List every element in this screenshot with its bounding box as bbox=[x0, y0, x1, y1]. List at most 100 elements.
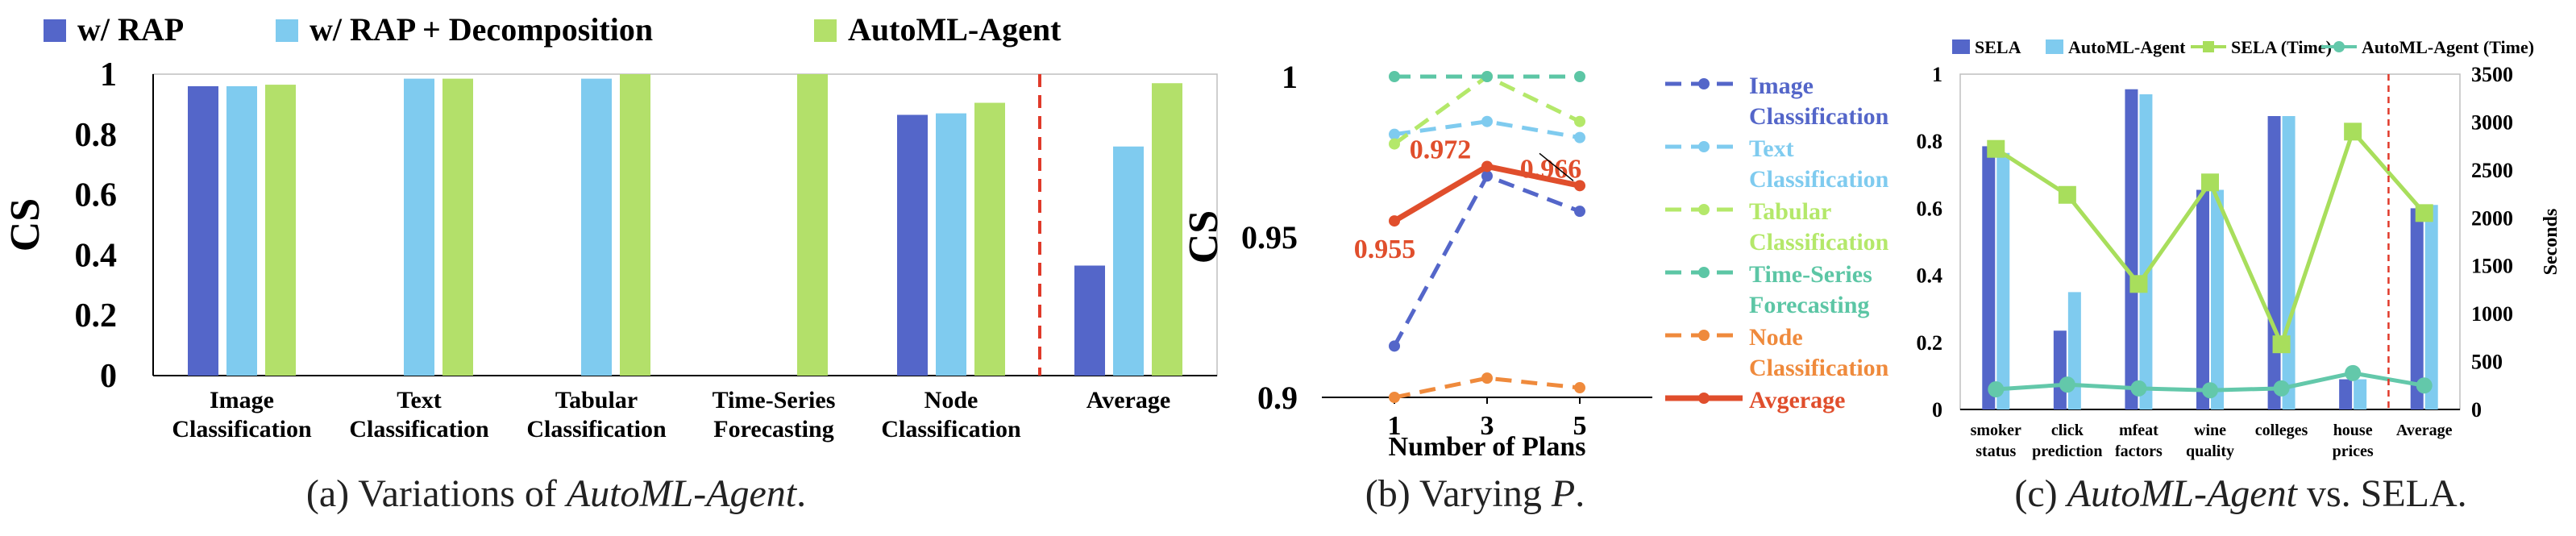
data-point bbox=[1389, 340, 1400, 352]
plot-frame bbox=[152, 73, 1218, 376]
x-tick-label: Text bbox=[397, 387, 442, 413]
x-tick-label: colleges bbox=[2255, 422, 2308, 439]
bar-1 bbox=[188, 85, 218, 376]
y-tick-label: 1 bbox=[1932, 63, 1942, 86]
legend-swatch bbox=[276, 19, 298, 42]
x-tick-label: Classification bbox=[881, 416, 1021, 443]
bar-1 bbox=[2339, 379, 2353, 409]
panel-a: 0 0.2 0.4 0.6 0.8 1 CS Image Classification Text C… bbox=[2, 11, 1218, 443]
x-tick-label: wine bbox=[2194, 422, 2226, 439]
y-tick-label: 0.9 bbox=[1257, 380, 1298, 416]
legend-label: Image bbox=[1749, 73, 1814, 99]
bar-1 bbox=[1074, 265, 1105, 376]
legend-label: AutoML-Agent bbox=[2068, 37, 2186, 57]
data-point bbox=[1574, 115, 1585, 127]
legend-marker bbox=[1698, 330, 1710, 341]
caption-b: (b) Varying P. bbox=[1365, 472, 1585, 515]
bar-2 bbox=[936, 113, 966, 376]
y2-tick-label: 500 bbox=[2471, 351, 2503, 374]
x-tick-label: house bbox=[2333, 422, 2373, 439]
legend-marker bbox=[1698, 141, 1710, 152]
y-tick-label: 0.8 bbox=[1917, 130, 1943, 153]
data-point bbox=[2345, 364, 2362, 381]
data-point bbox=[2129, 275, 2148, 293]
data-point bbox=[1389, 138, 1400, 150]
legend-label: AutoML-Agent (Time) bbox=[2362, 37, 2534, 57]
legend-marker bbox=[1698, 204, 1710, 215]
bar-2 bbox=[226, 85, 257, 376]
y-axis-label: CS bbox=[2, 198, 48, 251]
y-tick-label: 0.2 bbox=[75, 297, 118, 334]
legend-label: SELA bbox=[1975, 37, 2021, 57]
legend-label: Forecasting bbox=[1749, 292, 1869, 318]
data-point bbox=[1988, 381, 2005, 398]
bar-2 bbox=[2354, 379, 2367, 409]
legend-label: Classification bbox=[1749, 355, 1889, 381]
legend-marker bbox=[2203, 41, 2214, 52]
legend-label: Classification bbox=[1749, 103, 1889, 130]
legend-label: Node bbox=[1749, 324, 1803, 351]
data-point bbox=[1481, 372, 1493, 384]
data-point bbox=[1389, 71, 1400, 82]
y-tick-label: 0 bbox=[1932, 398, 1942, 422]
data-point bbox=[1389, 215, 1400, 227]
data-point bbox=[2416, 377, 2433, 394]
bar-3 bbox=[442, 78, 473, 376]
x-tick-label: 3 bbox=[1481, 411, 1494, 441]
legend-label: Avgerage bbox=[1749, 387, 1845, 413]
legend-swatch bbox=[1952, 39, 1970, 54]
legend-label: AutoML-Agent bbox=[848, 11, 1062, 48]
legend-marker bbox=[1698, 393, 1710, 404]
legend-marker bbox=[1698, 267, 1710, 278]
bar-1 bbox=[2053, 330, 2067, 409]
y2-tick-label: 3000 bbox=[2471, 110, 2513, 134]
bar-2 bbox=[1996, 152, 2010, 409]
legend-swatch bbox=[44, 19, 66, 42]
x-tick-label: Image bbox=[210, 387, 274, 413]
bar-2 bbox=[1113, 146, 1144, 376]
caption-a: (a) Variations of AutoML-Agent. bbox=[306, 472, 806, 515]
data-point bbox=[1574, 206, 1585, 218]
x-tick-label: smoker bbox=[1971, 422, 2021, 439]
bar-2 bbox=[2424, 205, 2438, 409]
x-tick-label: factors bbox=[2115, 443, 2163, 460]
y2-axis-label: Seconds bbox=[2541, 209, 2561, 276]
y-tick-label: 0.6 bbox=[75, 177, 118, 214]
data-point bbox=[2202, 382, 2218, 399]
plot-frame bbox=[1959, 73, 2461, 410]
x-axis-label: Number of Plans bbox=[1389, 432, 1586, 462]
data-point bbox=[2273, 380, 2290, 397]
series-line bbox=[1394, 376, 1581, 400]
data-point bbox=[1987, 139, 2005, 158]
data-point bbox=[1481, 115, 1493, 127]
data-point bbox=[1574, 180, 1585, 192]
x-tick-label: Node bbox=[924, 387, 978, 413]
legend-marker bbox=[2333, 41, 2345, 52]
legend-label: Classification bbox=[1749, 166, 1889, 193]
legend-swatch bbox=[814, 19, 837, 42]
y-tick-label: 1 bbox=[100, 56, 117, 93]
bar-1 bbox=[2196, 189, 2209, 409]
x-tick-label: 1 bbox=[1388, 411, 1402, 441]
data-point bbox=[1481, 170, 1493, 182]
bar-1 bbox=[2410, 208, 2424, 409]
legend-label: w/ RAP bbox=[77, 11, 184, 48]
y-tick-label: 1 bbox=[1282, 59, 1298, 95]
series-line bbox=[1994, 127, 2426, 351]
bar-3 bbox=[797, 74, 828, 376]
y2-tick-label: 0 bbox=[2471, 398, 2482, 422]
x-tick-label: Classification bbox=[349, 416, 489, 443]
x-tick-label: Average bbox=[2396, 422, 2453, 439]
data-label: 0.972 bbox=[1410, 135, 1472, 164]
legend-label: Text bbox=[1749, 135, 1794, 162]
x-tick-label: Forecasting bbox=[713, 416, 833, 443]
x-tick-label: click bbox=[2051, 422, 2084, 439]
legend-label: w/ RAP + Decomposition bbox=[310, 11, 653, 48]
y-tick-label: 0.2 bbox=[1917, 331, 1943, 355]
data-point bbox=[1481, 160, 1493, 172]
data-point bbox=[2130, 380, 2147, 397]
y-tick-label: 0 bbox=[100, 358, 117, 395]
series-line bbox=[1394, 119, 1581, 140]
data-point bbox=[1574, 382, 1585, 394]
y2-tick-label: 3500 bbox=[2471, 63, 2513, 86]
